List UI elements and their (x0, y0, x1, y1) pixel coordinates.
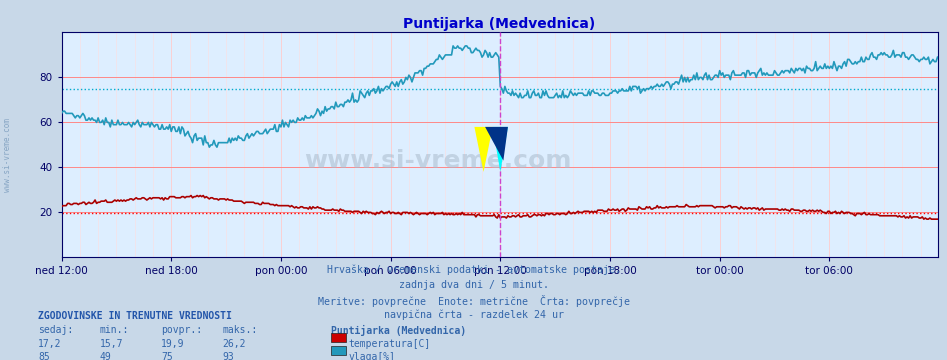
Polygon shape (492, 127, 508, 172)
Text: ZGODOVINSKE IN TRENUTNE VREDNOSTI: ZGODOVINSKE IN TRENUTNE VREDNOSTI (38, 311, 232, 321)
Text: temperatura[C]: temperatura[C] (348, 339, 431, 349)
Text: www.si-vreme.com: www.si-vreme.com (305, 149, 572, 173)
Text: www.si-vreme.com: www.si-vreme.com (3, 118, 12, 192)
Polygon shape (474, 127, 492, 172)
Title: Puntijarka (Medvednica): Puntijarka (Medvednica) (403, 17, 596, 31)
Text: povpr.:: povpr.: (161, 325, 202, 335)
Polygon shape (485, 127, 508, 161)
Text: 49: 49 (99, 352, 111, 360)
Text: Meritve: povprečne  Enote: metrične  Črta: povprečje: Meritve: povprečne Enote: metrične Črta:… (317, 295, 630, 307)
Text: min.:: min.: (99, 325, 129, 335)
Text: 26,2: 26,2 (223, 339, 246, 349)
Text: 19,9: 19,9 (161, 339, 185, 349)
Text: 75: 75 (161, 352, 172, 360)
Text: sedaj:: sedaj: (38, 325, 73, 335)
Text: 93: 93 (223, 352, 234, 360)
Text: 15,7: 15,7 (99, 339, 123, 349)
Text: Hrvaška / vremenski podatki - avtomatske postaje.: Hrvaška / vremenski podatki - avtomatske… (327, 265, 620, 275)
Text: maks.:: maks.: (223, 325, 258, 335)
Text: navpična črta - razdelek 24 ur: navpična črta - razdelek 24 ur (384, 310, 563, 320)
Text: Puntijarka (Medvednica): Puntijarka (Medvednica) (331, 325, 467, 336)
Text: 85: 85 (38, 352, 49, 360)
Text: vlaga[%]: vlaga[%] (348, 352, 396, 360)
Text: 17,2: 17,2 (38, 339, 62, 349)
Text: zadnja dva dni / 5 minut.: zadnja dva dni / 5 minut. (399, 280, 548, 290)
